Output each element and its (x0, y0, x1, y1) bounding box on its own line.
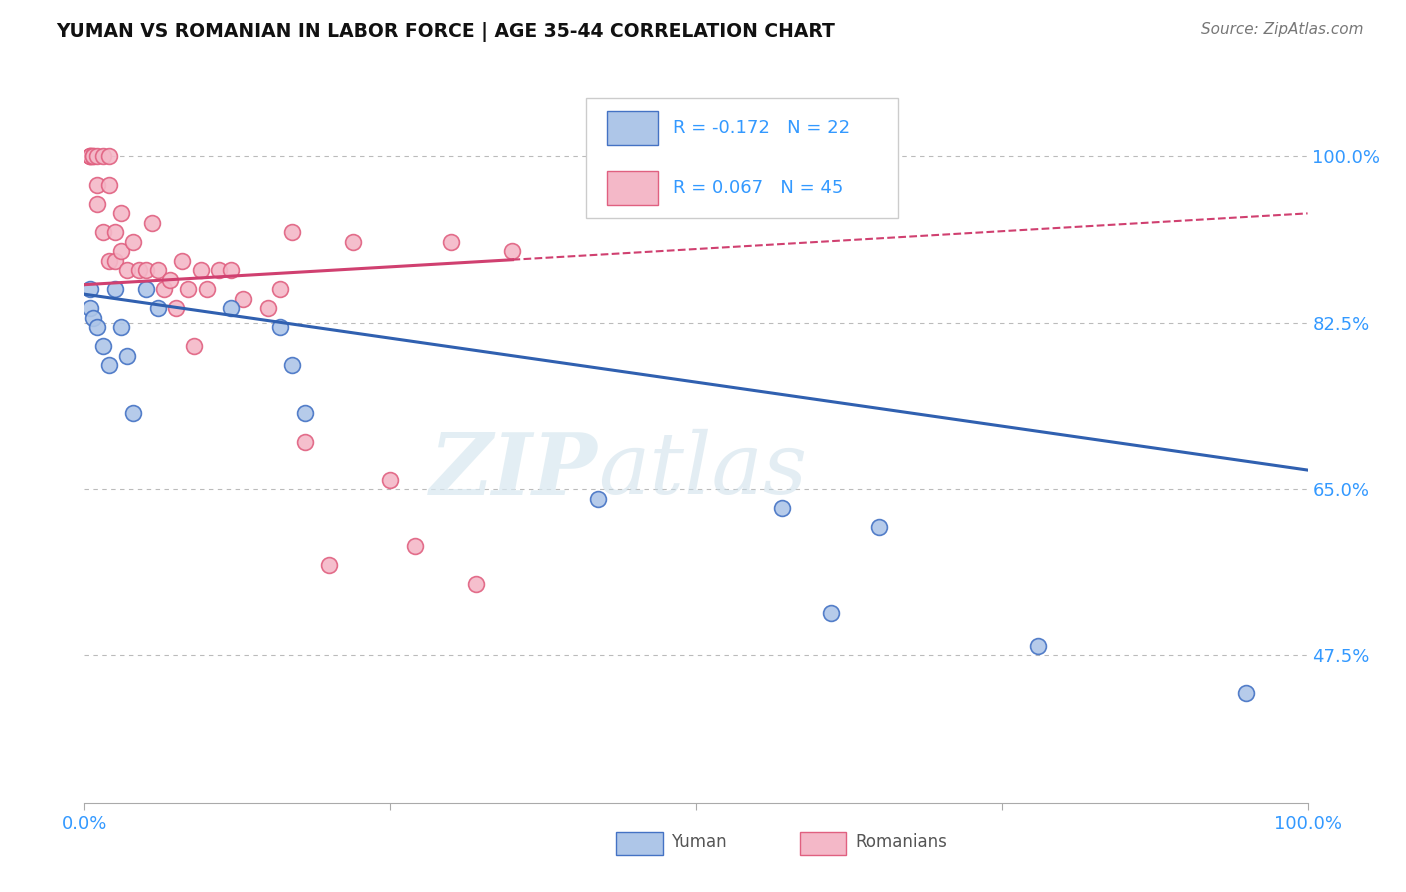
Bar (606, 111, 658, 145)
Point (91, 149, 114, 163)
Point (135, 263, 157, 277)
Point (97, 149, 120, 163)
Point (79, 149, 101, 163)
Point (294, 406, 316, 420)
Point (110, 244, 132, 259)
Point (440, 235, 463, 249)
Point (183, 339, 205, 353)
Point (404, 539, 426, 553)
Point (104, 226, 127, 240)
Point (281, 359, 304, 373)
Point (79, 282, 101, 296)
Bar (616, 831, 664, 855)
Point (257, 301, 280, 316)
Point (281, 226, 304, 240)
Point (86, 178, 108, 192)
Point (380, 473, 402, 487)
Point (82, 149, 104, 163)
Point (342, 235, 364, 249)
Point (122, 235, 145, 249)
Point (141, 216, 163, 230)
Point (97, 359, 120, 373)
Point (115, 263, 138, 277)
Point (79, 149, 101, 163)
Point (79, 149, 101, 163)
Point (219, 263, 242, 277)
Point (177, 282, 200, 296)
Point (269, 282, 291, 296)
Point (190, 263, 212, 277)
Point (294, 434, 316, 449)
Text: YUMAN VS ROMANIAN IN LABOR FORCE | AGE 35-44 CORRELATION CHART: YUMAN VS ROMANIAN IN LABOR FORCE | AGE 3… (56, 22, 835, 42)
Point (153, 282, 176, 296)
Point (128, 263, 150, 277)
Text: ZIP: ZIP (430, 429, 598, 512)
Point (1028, 639, 1050, 653)
Point (104, 282, 127, 296)
Point (82, 310, 104, 325)
Point (91, 339, 114, 353)
Point (104, 253, 127, 268)
Text: Romanians: Romanians (855, 833, 946, 851)
Point (219, 301, 242, 316)
Point (122, 406, 145, 420)
Point (770, 501, 793, 516)
Text: Source: ZipAtlas.com: Source: ZipAtlas.com (1201, 22, 1364, 37)
Point (86, 197, 108, 211)
Point (165, 301, 187, 316)
Point (82, 149, 104, 163)
Point (110, 320, 132, 334)
Point (195, 282, 218, 296)
Point (869, 520, 891, 534)
Point (97, 178, 120, 192)
Point (135, 282, 157, 296)
Point (502, 244, 524, 259)
Point (115, 349, 138, 363)
Point (91, 226, 114, 240)
Bar (800, 831, 846, 855)
Point (586, 491, 609, 506)
Point (159, 273, 181, 287)
Point (1236, 686, 1258, 700)
Point (318, 558, 340, 573)
Point (208, 263, 231, 277)
Text: R = -0.172   N = 22: R = -0.172 N = 22 (672, 119, 849, 137)
Point (820, 606, 842, 620)
Point (146, 301, 169, 316)
Bar (606, 170, 658, 205)
Point (110, 206, 132, 220)
Text: atlas: atlas (598, 429, 807, 512)
Text: R = 0.067   N = 45: R = 0.067 N = 45 (672, 179, 844, 197)
Point (86, 320, 108, 334)
Point (86, 149, 108, 163)
Point (172, 253, 194, 268)
Text: Yuman: Yuman (672, 833, 727, 851)
Point (232, 292, 254, 306)
Point (464, 577, 486, 591)
Point (146, 263, 169, 277)
FancyBboxPatch shape (586, 98, 898, 218)
Point (269, 320, 291, 334)
Point (79, 301, 101, 316)
Point (97, 253, 120, 268)
